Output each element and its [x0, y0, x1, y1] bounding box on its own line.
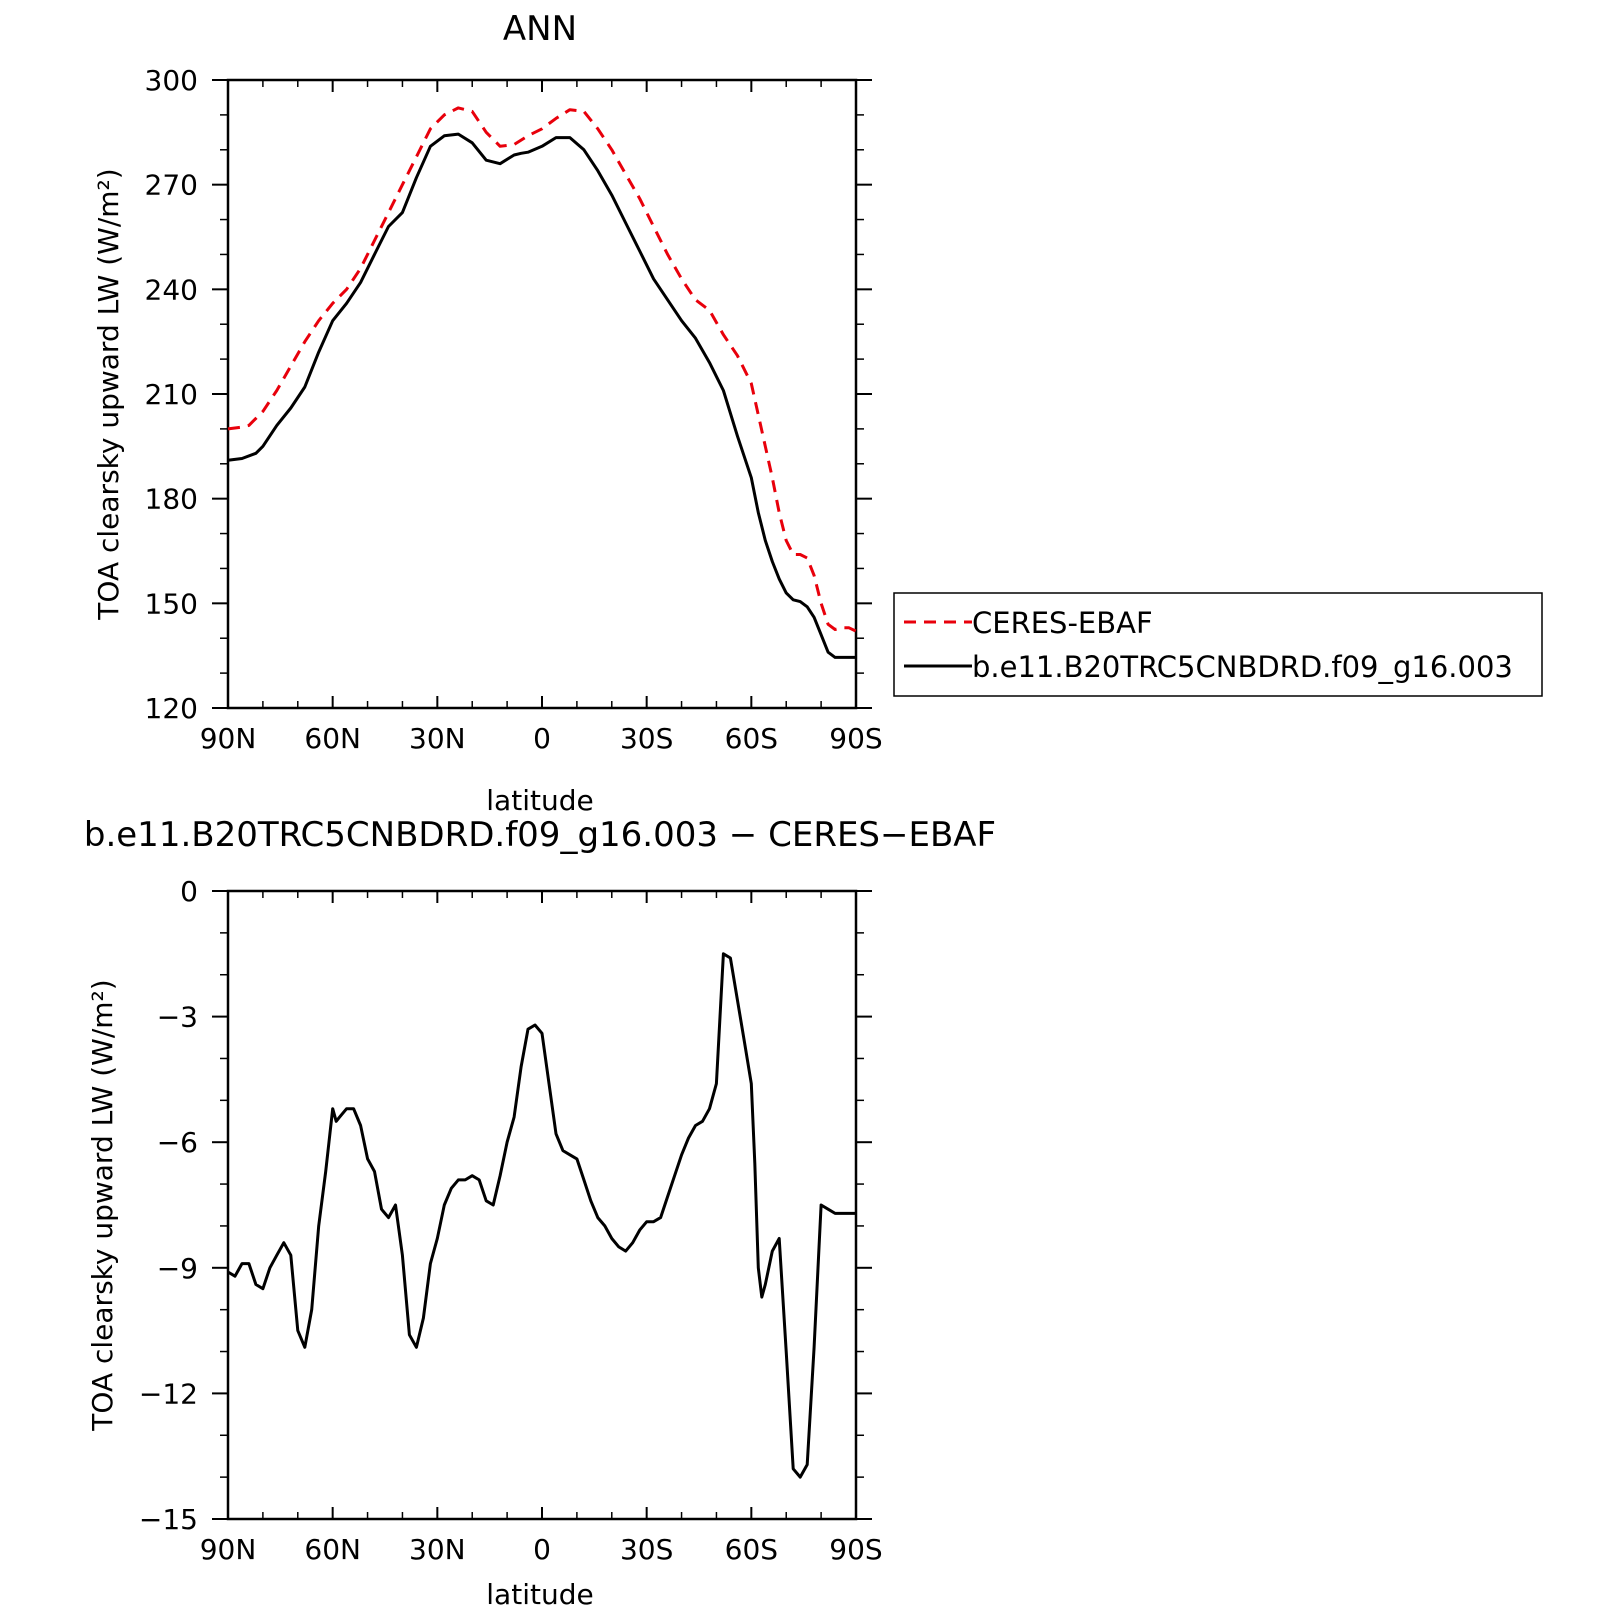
top-xtick-label: 60S: [725, 722, 778, 755]
top-xtick-label: 30S: [620, 722, 673, 755]
bottom-xtick-label: 60N: [304, 1533, 361, 1566]
bottom-ytick-label: −3: [157, 1001, 198, 1034]
bottom-y-axis-label: TOA clearsky upward LW (W/m²): [86, 979, 119, 1431]
top-series-lines: [227, 106, 857, 659]
bottom-series-lines: [227, 952, 856, 1479]
top-ytick-label: 150: [145, 587, 198, 620]
legend-box: [893, 592, 1543, 697]
top-xtick-label: 90S: [829, 722, 882, 755]
top-panel: ANN 90N 60N 30N 0 30S 60S 90S 120 150 180 210 240 27…: [92, 9, 1543, 817]
top-y-axis-label: TOA clearsky upward LW (W/m²): [92, 168, 125, 620]
bottom-xtick-label: 0: [533, 1533, 551, 1566]
top-ytick-label: 180: [145, 483, 198, 516]
bottom-x-axis-label: latitude: [486, 1578, 593, 1611]
top-xtick-label: 90N: [200, 722, 257, 755]
bottom-chart-title: b.e11.B20TRC5CNBDRD.f09_g16.003 − CERES−…: [84, 815, 996, 855]
bottom-xtick-label: 30N: [409, 1533, 466, 1566]
top-xtick-label: 0: [533, 722, 551, 755]
bottom-series-line-0: [227, 952, 856, 1479]
top-ticks: 90N 60N 30N 0 30S 60S 90S 120 150 180 210 240 270 300: [145, 64, 883, 755]
legend: CERES-EBAF b.e11.B20TRC5CNBDRD.f09_g16.0…: [893, 592, 1543, 697]
bottom-ytick-label: −12: [139, 1377, 198, 1410]
top-plot-frame: [226, 78, 858, 710]
top-x-axis-label: latitude: [486, 784, 593, 817]
bottom-ytick-label: −6: [157, 1126, 198, 1159]
bottom-ticks: 90N 60N 30N 0 30S 60S 90S 0 −3 −6 −9 −12 −15: [139, 875, 883, 1566]
top-xtick-label: 30N: [409, 722, 466, 755]
top-ytick-label: 240: [145, 273, 198, 306]
bottom-xtick-label: 90N: [200, 1533, 257, 1566]
bottom-ytick-label: −9: [157, 1252, 198, 1285]
bottom-xtick-label: 30S: [620, 1533, 673, 1566]
top-chart-title: ANN: [503, 9, 577, 49]
bottom-ytick-label: −15: [139, 1503, 198, 1536]
bottom-xtick-label: 60S: [725, 1533, 778, 1566]
top-ytick-label: 270: [145, 169, 198, 202]
top-ytick-label: 210: [145, 378, 198, 411]
top-xtick-label: 60N: [304, 722, 361, 755]
bottom-xtick-label: 90S: [829, 1533, 882, 1566]
top-series-line-1: [227, 132, 856, 659]
legend-label-model: b.e11.B20TRC5CNBDRD.f09_g16.003: [972, 650, 1513, 684]
top-ytick-label: 120: [145, 692, 198, 725]
bottom-ytick-label: 0: [180, 875, 198, 908]
top-series-line-0: [227, 106, 857, 633]
legend-label-ceres: CERES-EBAF: [972, 606, 1153, 640]
bottom-panel: b.e11.B20TRC5CNBDRD.f09_g16.003 − CERES−…: [84, 815, 996, 1611]
top-ytick-label: 300: [145, 64, 198, 97]
